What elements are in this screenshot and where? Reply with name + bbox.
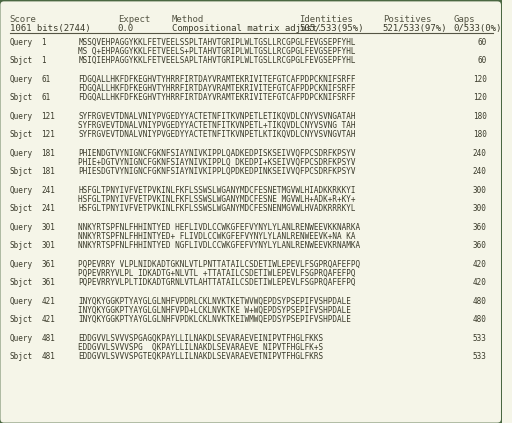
Text: 121: 121 [41, 112, 55, 121]
Text: 61: 61 [41, 75, 51, 84]
Text: MSIQIEHPAGGYKKLFETVEELSAPLTAHVTGRIPLWLTGSLLRCGPGLFEVGSEPFYHL: MSIQIEHPAGGYKKLFETVEELSAPLTAHVTGRIPLWLTG… [78, 56, 356, 65]
Text: 241: 241 [41, 186, 55, 195]
Text: Sbjct: Sbjct [10, 93, 33, 102]
Text: 521/533(97%): 521/533(97%) [382, 24, 447, 33]
Text: Identities: Identities [300, 15, 353, 24]
Text: 60: 60 [477, 56, 487, 65]
Text: Expect: Expect [118, 15, 150, 24]
Text: INYQKYGGKPTYAYGLGLNHFVPDRLCKLNVKTKETWVWQEPDSYPSEPIFVSHPDALE: INYQKYGGKPTYAYGLGLNHFVPDRLCKLNVKTKETWVWQ… [78, 297, 351, 306]
Text: Query: Query [10, 186, 33, 195]
Text: MSSQVEHPAGGYKKLFETVEELSSPLTAHVTGRIPLWLTGSLLRCGPGLFEVGSEPFYHL: MSSQVEHPAGGYKKLFETVEELSSPLTAHVTGRIPLWLTG… [78, 38, 356, 47]
Text: EDDGVVLSVVVSPGTEQKPAYLLILNAKDLSEVARAEVETNIPVTFHGLFKRS: EDDGVVLSVVVSPGTEQKPAYLLILNAKDLSEVARAEVET… [78, 352, 324, 361]
Text: PHIESDGTVYNIGNCFGKNFSIAYNIVKIPPLQPDKEDPINKSEIVVQFPCSDRFKPSYV: PHIESDGTVYNIGNCFGKNFSIAYNIVKIPPLQPDKEDPI… [78, 167, 356, 176]
Text: 0/533(0%): 0/533(0%) [453, 24, 502, 33]
Text: 301: 301 [41, 223, 55, 232]
Text: 505/533(95%): 505/533(95%) [300, 24, 364, 33]
Text: 1061 bits(2744): 1061 bits(2744) [10, 24, 91, 33]
Text: 180: 180 [473, 130, 487, 139]
Text: 241: 241 [41, 204, 55, 213]
Text: 181: 181 [41, 149, 55, 158]
Text: 421: 421 [41, 315, 55, 324]
Text: Sbjct: Sbjct [10, 130, 33, 139]
Text: MS Q+EHPAGGYKKLFETVEELS+PLTAHVTGRIPLWLTGSLLRCGPGLFEVGSEPFYHL: MS Q+EHPAGGYKKLFETVEELS+PLTAHVTGRIPLWLTG… [78, 47, 356, 56]
Text: PQPEVRRYVLPLTIDKADTGRNLVTLAHTTATAILCSDETIWLEPEVLFSGPRQAFEFPQ: PQPEVRRYVLPLTIDKADTGRNLVTLAHTTATAILCSDET… [78, 278, 356, 287]
Text: SYFRGVEVTDNALVNIYPVGEDYYACTETNFITKVNPETLKTIKQVDLCNYVSVNGVTAH: SYFRGVEVTDNALVNIYPVGEDYYACTETNFITKVNPETL… [78, 130, 356, 139]
Text: Sbjct: Sbjct [10, 352, 33, 361]
Text: 481: 481 [41, 352, 55, 361]
Text: 301: 301 [41, 241, 55, 250]
Text: Query: Query [10, 334, 33, 343]
Text: 300: 300 [473, 204, 487, 213]
Text: Query: Query [10, 297, 33, 306]
Text: SYFRGVEVTDNALVNIYPVGEDYYACTETNFITKVNPETL+TIKQVDLCNYVSVNG TAH: SYFRGVEVTDNALVNIYPVGEDYYACTETNFITKVNPETL… [78, 121, 356, 130]
Text: 0.0: 0.0 [118, 24, 134, 33]
Text: 480: 480 [473, 297, 487, 306]
Text: Sbjct: Sbjct [10, 315, 33, 324]
Text: 360: 360 [473, 223, 487, 232]
Text: 300: 300 [473, 186, 487, 195]
Text: 360: 360 [473, 241, 487, 250]
Text: PQPEVRRY VLPLNIDKADTGKNLVTLPNTTATAILCSDETIWLEPEVLFSGPRQAFEFPQ: PQPEVRRY VLPLNIDKADTGKNLVTLPNTTATAILCSDE… [78, 260, 360, 269]
Text: HSFGLTPNYIVFVETPVKINLFKFLSSWSLWGANYMDCFESNETMGVWLHIADKKRKKYI: HSFGLTPNYIVFVETPVKINLFKFLSSWSLWGANYMDCFE… [78, 186, 356, 195]
Text: 481: 481 [41, 334, 55, 343]
Text: Sbjct: Sbjct [10, 167, 33, 176]
Text: 480: 480 [473, 315, 487, 324]
Text: SYFRGVEVTDNALVNIYPVGEDYYACTETNFITKVNPETLETIKQVDLCNYVSVNGATAH: SYFRGVEVTDNALVNIYPVGEDYYACTETNFITKVNPETL… [78, 112, 356, 121]
Text: Gaps: Gaps [453, 15, 475, 24]
Text: EDDGVVLSVVVSPG  QKPAYLLILNAKDLSEVARAEVE NIPVTFHGLFK+S: EDDGVVLSVVVSPG QKPAYLLILNAKDLSEVARAEVE N… [78, 343, 324, 352]
Text: NNKYRTSPFNLFHHINTYED HEFLIVDLCCWKGFEFVYNYLYLANLRENWEEVKKNARKA: NNKYRTSPFNLFHHINTYED HEFLIVDLCCWKGFEFVYN… [78, 223, 360, 232]
Text: INYQKYGGKPTYAYGLGLNHFVPDKLCKLNVKTKEIWMWQEPDSYPSEPIFVSHPDALE: INYQKYGGKPTYAYGLGLNHFVPDKLCKLNVKTKEIWMWQ… [78, 315, 351, 324]
Text: 420: 420 [473, 260, 487, 269]
Text: 533: 533 [473, 352, 487, 361]
Text: Query: Query [10, 38, 33, 47]
Text: 61: 61 [41, 93, 51, 102]
Text: Method: Method [172, 15, 204, 24]
Text: FDGQALLHKFDFKEGHVTYHRRFIRTDAYVRAMTEKRIVITEFGTCAFPDPCKNIFSRFF: FDGQALLHKFDFKEGHVTYHRRFIRTDAYVRAMTEKRIVI… [78, 84, 356, 93]
Text: Sbjct: Sbjct [10, 56, 33, 65]
Text: 120: 120 [473, 93, 487, 102]
Text: FDGQALLHKFDFKEGHVTYHRRFIRTDAYVRAMTEKRIVITEFGTCAFPDPCKNIFSRFF: FDGQALLHKFDFKEGHVTYHRRFIRTDAYVRAMTEKRIVI… [78, 75, 356, 84]
Text: 121: 121 [41, 130, 55, 139]
Text: 1: 1 [41, 56, 46, 65]
Text: Query: Query [10, 75, 33, 84]
Text: FDGQALLHKFDFKEGHVTYHRRFIRTDAYVRAMTEKRIVITEFGTCAFPDPCKNIFSRFF: FDGQALLHKFDFKEGHVTYHRRFIRTDAYVRAMTEKRIVI… [78, 93, 356, 102]
Text: 420: 420 [473, 278, 487, 287]
Text: Query: Query [10, 149, 33, 158]
Text: 361: 361 [41, 260, 55, 269]
Text: 60: 60 [477, 38, 487, 47]
Text: HSFGLTPNYIVFVETPVKINLFKFLSSWSLWGANYMDCFESNENMGVWLHVADKRRRKYL: HSFGLTPNYIVFVETPVKINLFKFLSSWSLWGANYMDCFE… [78, 204, 356, 213]
Text: 361: 361 [41, 278, 55, 287]
Text: INYQKYGGKPTYAYGLGLNHFVPD+LCKLNVKTKE W+WQEPDSYPSEPIFVSHPDALE: INYQKYGGKPTYAYGLGLNHFVPD+LCKLNVKTKE W+WQ… [78, 306, 351, 315]
Text: 120: 120 [473, 75, 487, 84]
Text: 240: 240 [473, 167, 487, 176]
Text: HSFGLTPNYIVFVETPVKINLFKFLSSWSLWGANYMDCFESNE MGVWLH+ADK+R+KY+: HSFGLTPNYIVFVETPVKINLFKFLSSWSLWGANYMDCFE… [78, 195, 356, 204]
Text: Score: Score [10, 15, 37, 24]
Text: Sbjct: Sbjct [10, 278, 33, 287]
Text: 181: 181 [41, 167, 55, 176]
Text: PHIE+DGTVYNIGNCFGKNFSIAYNIVKIPPLQ DKEDPI+KSEIVVQFPCSDRFKPSYV: PHIE+DGTVYNIGNCFGKNFSIAYNIVKIPPLQ DKEDPI… [78, 158, 356, 167]
Text: Sbjct: Sbjct [10, 204, 33, 213]
Text: NNKYRTSPFNLFHHINTYED+ FLIVDLCCWKGFEFVYNYLYLANLRENWEEVK+NA KA: NNKYRTSPFNLFHHINTYED+ FLIVDLCCWKGFEFVYNY… [78, 232, 356, 241]
Text: Sbjct: Sbjct [10, 241, 33, 250]
Text: 1: 1 [41, 38, 46, 47]
Text: PQPEVRRYVLPL IDKADTG+NLVTL +TTATAILCSDETIWLEPEVLFSGPRQAFEFPQ: PQPEVRRYVLPL IDKADTG+NLVTL +TTATAILCSDET… [78, 269, 356, 278]
Text: PHIENDGTVYNIGNCFGKNFSIAYNIVKIPPLQADKEDPISKSEIVVQFPCSDRFKPSYV: PHIENDGTVYNIGNCFGKNFSIAYNIVKIPPLQADKEDPI… [78, 149, 356, 158]
Text: 180: 180 [473, 112, 487, 121]
Text: Compositional matrix adjust.: Compositional matrix adjust. [172, 24, 322, 33]
Text: NNKYRTSPFNLFHHINTYED NGFLIVDLCCWKGFEFVYNYLYLANLRENWEEVKRNAMKA: NNKYRTSPFNLFHHINTYED NGFLIVDLCCWKGFEFVYN… [78, 241, 360, 250]
Text: EDDGVVLSVVVSPGAGQKPAYLLILNAKDLSEVARAEVEINIPVTFHGLFKKS: EDDGVVLSVVVSPGAGQKPAYLLILNAKDLSEVARAEVEI… [78, 334, 324, 343]
Text: 240: 240 [473, 149, 487, 158]
Text: 533: 533 [473, 334, 487, 343]
Text: Query: Query [10, 260, 33, 269]
Text: Query: Query [10, 223, 33, 232]
Text: Query: Query [10, 112, 33, 121]
Text: 421: 421 [41, 297, 55, 306]
Text: Positives: Positives [382, 15, 431, 24]
